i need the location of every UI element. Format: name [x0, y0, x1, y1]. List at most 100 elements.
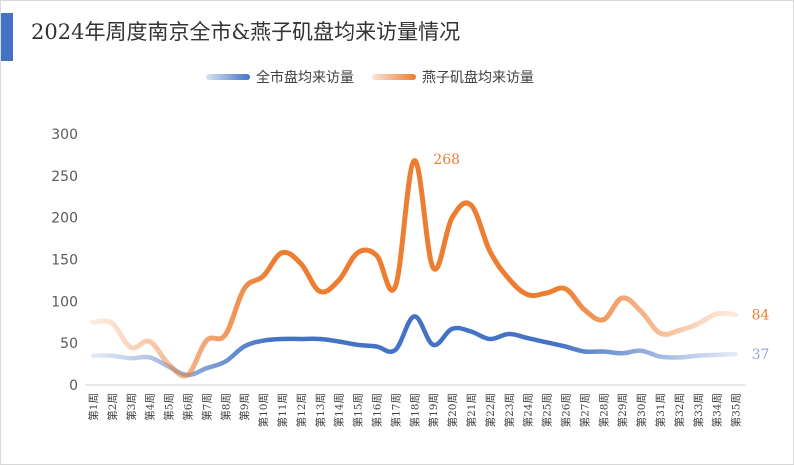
x-tick-label: 第9周	[238, 393, 251, 421]
x-tick-label: 第14周	[333, 393, 346, 427]
x-tick-label: 第30周	[635, 393, 648, 427]
data-point	[299, 262, 303, 266]
data-point	[261, 274, 265, 278]
data-point	[110, 354, 114, 358]
data-point	[280, 337, 284, 341]
data-point	[677, 355, 681, 359]
data-point	[393, 284, 397, 288]
y-tick-label: 0	[69, 378, 78, 394]
data-point	[601, 350, 605, 354]
y-axis-ticks: 0 50 100 150 200 250 300	[51, 127, 78, 394]
data-point	[261, 339, 265, 343]
x-tick-label: 第17周	[389, 393, 402, 427]
data-point	[526, 336, 530, 340]
legend-label-citywide: 全市盘均来访量	[256, 70, 354, 86]
x-tick-label: 第27周	[578, 393, 591, 427]
data-point	[734, 313, 738, 317]
data-point	[393, 348, 397, 352]
data-point	[488, 337, 492, 341]
data-point	[450, 327, 454, 331]
legend-swatch-yanziji	[372, 74, 416, 80]
data-point	[469, 329, 473, 333]
x-tick-label: 第4周	[144, 393, 157, 421]
x-tick-label: 第25周	[541, 393, 554, 427]
x-tick-label: 第15周	[352, 393, 365, 427]
data-point	[204, 366, 208, 370]
x-tick-label: 第35周	[730, 393, 743, 427]
title-accent-bar	[1, 13, 13, 61]
x-tick-label: 第7周	[200, 393, 213, 421]
x-tick-label: 第1周	[87, 393, 100, 421]
data-point	[564, 287, 568, 291]
data-point	[110, 321, 114, 325]
data-point	[242, 287, 246, 291]
data-point	[129, 356, 133, 360]
x-tick-label: 第2周	[106, 393, 119, 421]
x-tick-label: 第24周	[522, 393, 535, 427]
data-point	[375, 253, 379, 257]
data-point	[450, 216, 454, 220]
data-point	[204, 339, 208, 343]
data-point	[148, 355, 152, 359]
y-tick-label: 300	[51, 127, 78, 143]
data-point	[129, 345, 133, 349]
data-point	[507, 277, 511, 281]
data-point	[620, 351, 624, 355]
x-tick-label: 第31周	[654, 393, 667, 427]
data-point	[545, 291, 549, 295]
data-point	[148, 339, 152, 343]
data-point	[696, 322, 700, 326]
data-point	[696, 354, 700, 358]
x-axis: 第1周 第2周 第3周 第4周 第5周 第6周 第7周 第8周 第9周 第10周 第11周 第12周第…	[85, 384, 746, 427]
data-point	[431, 343, 435, 347]
data-point	[186, 373, 190, 377]
legend-item-citywide: 全市盘均来访量	[206, 67, 354, 87]
data-labels: 37 84 268	[433, 152, 769, 363]
y-tick-label: 100	[51, 294, 78, 310]
x-tick-label: 第23周	[503, 393, 516, 427]
x-tick-label: 第10周	[257, 393, 270, 427]
data-point	[223, 333, 227, 337]
x-tick-label: 第6周	[182, 393, 195, 421]
peak-value-label: 268	[433, 152, 460, 168]
data-point	[582, 350, 586, 354]
data-point	[337, 278, 341, 282]
x-tick-label: 第3周	[125, 393, 138, 421]
series-layer	[90, 158, 739, 379]
data-point	[318, 337, 322, 341]
data-point	[431, 266, 435, 270]
data-point	[601, 318, 605, 322]
x-tick-label: 第18周	[408, 393, 421, 427]
data-point	[375, 345, 379, 349]
series-line-0	[90, 314, 738, 378]
data-point	[469, 203, 473, 207]
data-point	[677, 329, 681, 333]
x-tick-label: 第22周	[484, 393, 497, 427]
chart-title: 2024年周度南京全市&燕子矶盘均来访量情况	[31, 20, 461, 44]
data-point	[564, 345, 568, 349]
series-line-1	[90, 158, 739, 379]
legend: 全市盘均来访量 燕子矶盘均来访量	[206, 67, 534, 87]
data-point	[318, 289, 322, 293]
x-tick-label: 第8周	[219, 393, 232, 421]
x-tick-label: 第34周	[711, 393, 724, 427]
data-point	[715, 353, 719, 357]
data-point	[299, 337, 303, 341]
data-point	[582, 308, 586, 312]
legend-item-yanziji: 燕子矶盘均来访量	[372, 67, 534, 87]
x-tick-label: 第32周	[673, 393, 686, 427]
end-value-label: 37	[752, 347, 770, 363]
x-tick-label: 第26周	[560, 393, 573, 427]
data-point	[91, 320, 95, 324]
data-point	[658, 331, 662, 335]
legend-label-yanziji: 燕子矶盘均来访量	[422, 70, 534, 86]
data-point	[715, 312, 719, 316]
data-point	[280, 251, 284, 255]
y-tick-label: 200	[51, 211, 78, 227]
y-tick-label: 50	[60, 336, 78, 352]
data-point	[488, 249, 492, 253]
data-point	[639, 349, 643, 353]
data-point	[242, 345, 246, 349]
